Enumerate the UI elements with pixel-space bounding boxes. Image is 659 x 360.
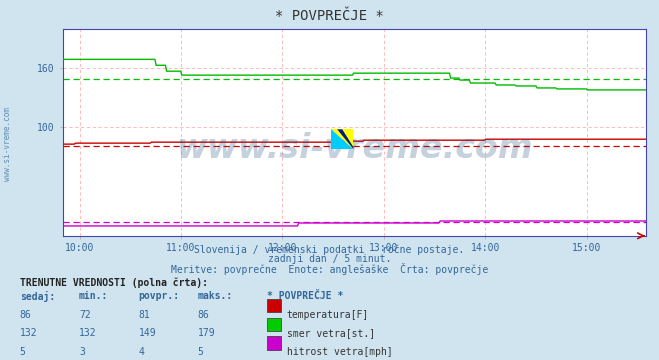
Text: TRENUTNE VREDNOSTI (polna črta):: TRENUTNE VREDNOSTI (polna črta): (20, 277, 208, 288)
Text: 5: 5 (20, 347, 26, 357)
Text: 132: 132 (79, 328, 97, 338)
Text: temperatura[F]: temperatura[F] (287, 310, 369, 320)
Text: 81: 81 (138, 310, 150, 320)
Text: 132: 132 (20, 328, 38, 338)
Text: * POVPREČJE *: * POVPREČJE * (275, 9, 384, 23)
Text: 149: 149 (138, 328, 156, 338)
Polygon shape (331, 129, 353, 149)
Text: 86: 86 (198, 310, 210, 320)
Text: 179: 179 (198, 328, 215, 338)
Text: 5: 5 (198, 347, 204, 357)
Text: 86: 86 (20, 310, 32, 320)
Text: min.:: min.: (79, 291, 109, 301)
Text: www.si-vreme.com: www.si-vreme.com (3, 107, 13, 181)
Text: smer vetra[st.]: smer vetra[st.] (287, 328, 375, 338)
Text: maks.:: maks.: (198, 291, 233, 301)
Polygon shape (331, 129, 353, 149)
Text: www.si-vreme.com: www.si-vreme.com (176, 132, 532, 165)
Polygon shape (337, 129, 353, 149)
Text: 4: 4 (138, 347, 144, 357)
Text: Meritve: povprečne  Enote: anglešaške  Črta: povprečje: Meritve: povprečne Enote: anglešaške Črt… (171, 263, 488, 275)
Text: 72: 72 (79, 310, 91, 320)
Text: Slovenija / vremenski podatki - ročne postaje.: Slovenija / vremenski podatki - ročne po… (194, 245, 465, 255)
Text: povpr.:: povpr.: (138, 291, 179, 301)
Text: sedaj:: sedaj: (20, 291, 55, 302)
Text: zadnji dan / 5 minut.: zadnji dan / 5 minut. (268, 254, 391, 264)
Text: 3: 3 (79, 347, 85, 357)
Text: hitrost vetra[mph]: hitrost vetra[mph] (287, 347, 392, 357)
Text: * POVPREČJE *: * POVPREČJE * (267, 291, 343, 301)
